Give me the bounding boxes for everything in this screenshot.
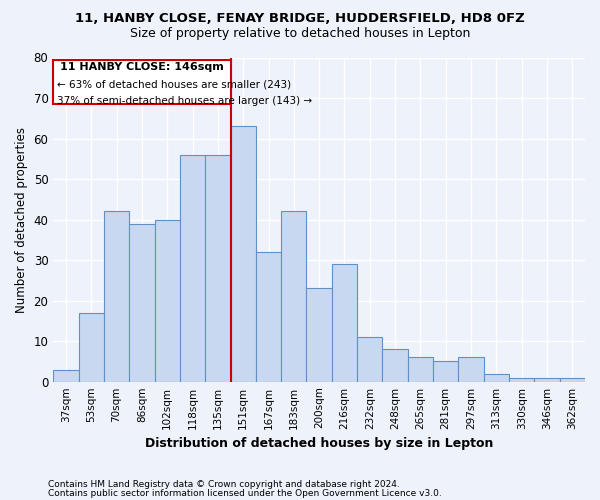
- Bar: [180, 155, 205, 382]
- Text: 11, HANBY CLOSE, FENAY BRIDGE, HUDDERSFIELD, HD8 0FZ: 11, HANBY CLOSE, FENAY BRIDGE, HUDDERSFI…: [75, 12, 525, 26]
- Bar: [155, 220, 180, 382]
- Bar: [332, 264, 357, 382]
- Bar: [458, 358, 484, 382]
- Text: Contains public sector information licensed under the Open Government Licence v3: Contains public sector information licen…: [48, 489, 442, 498]
- Text: ← 63% of detached houses are smaller (243): ← 63% of detached houses are smaller (24…: [57, 80, 291, 90]
- Bar: [535, 378, 560, 382]
- Bar: [230, 126, 256, 382]
- Text: Contains HM Land Registry data © Crown copyright and database right 2024.: Contains HM Land Registry data © Crown c…: [48, 480, 400, 489]
- Bar: [509, 378, 535, 382]
- Bar: [53, 370, 79, 382]
- Bar: [382, 350, 408, 382]
- Bar: [408, 358, 433, 382]
- Bar: [484, 374, 509, 382]
- Bar: [433, 362, 458, 382]
- Bar: [560, 378, 585, 382]
- Bar: [104, 212, 129, 382]
- Text: 37% of semi-detached houses are larger (143) →: 37% of semi-detached houses are larger (…: [57, 96, 312, 106]
- FancyBboxPatch shape: [53, 60, 230, 104]
- Bar: [79, 313, 104, 382]
- X-axis label: Distribution of detached houses by size in Lepton: Distribution of detached houses by size …: [145, 437, 493, 450]
- Bar: [205, 155, 230, 382]
- Bar: [357, 337, 382, 382]
- Bar: [256, 252, 281, 382]
- Text: Size of property relative to detached houses in Lepton: Size of property relative to detached ho…: [130, 28, 470, 40]
- Y-axis label: Number of detached properties: Number of detached properties: [15, 126, 28, 312]
- Bar: [129, 224, 155, 382]
- Bar: [281, 212, 307, 382]
- Text: 11 HANBY CLOSE: 146sqm: 11 HANBY CLOSE: 146sqm: [60, 62, 224, 72]
- Bar: [307, 288, 332, 382]
